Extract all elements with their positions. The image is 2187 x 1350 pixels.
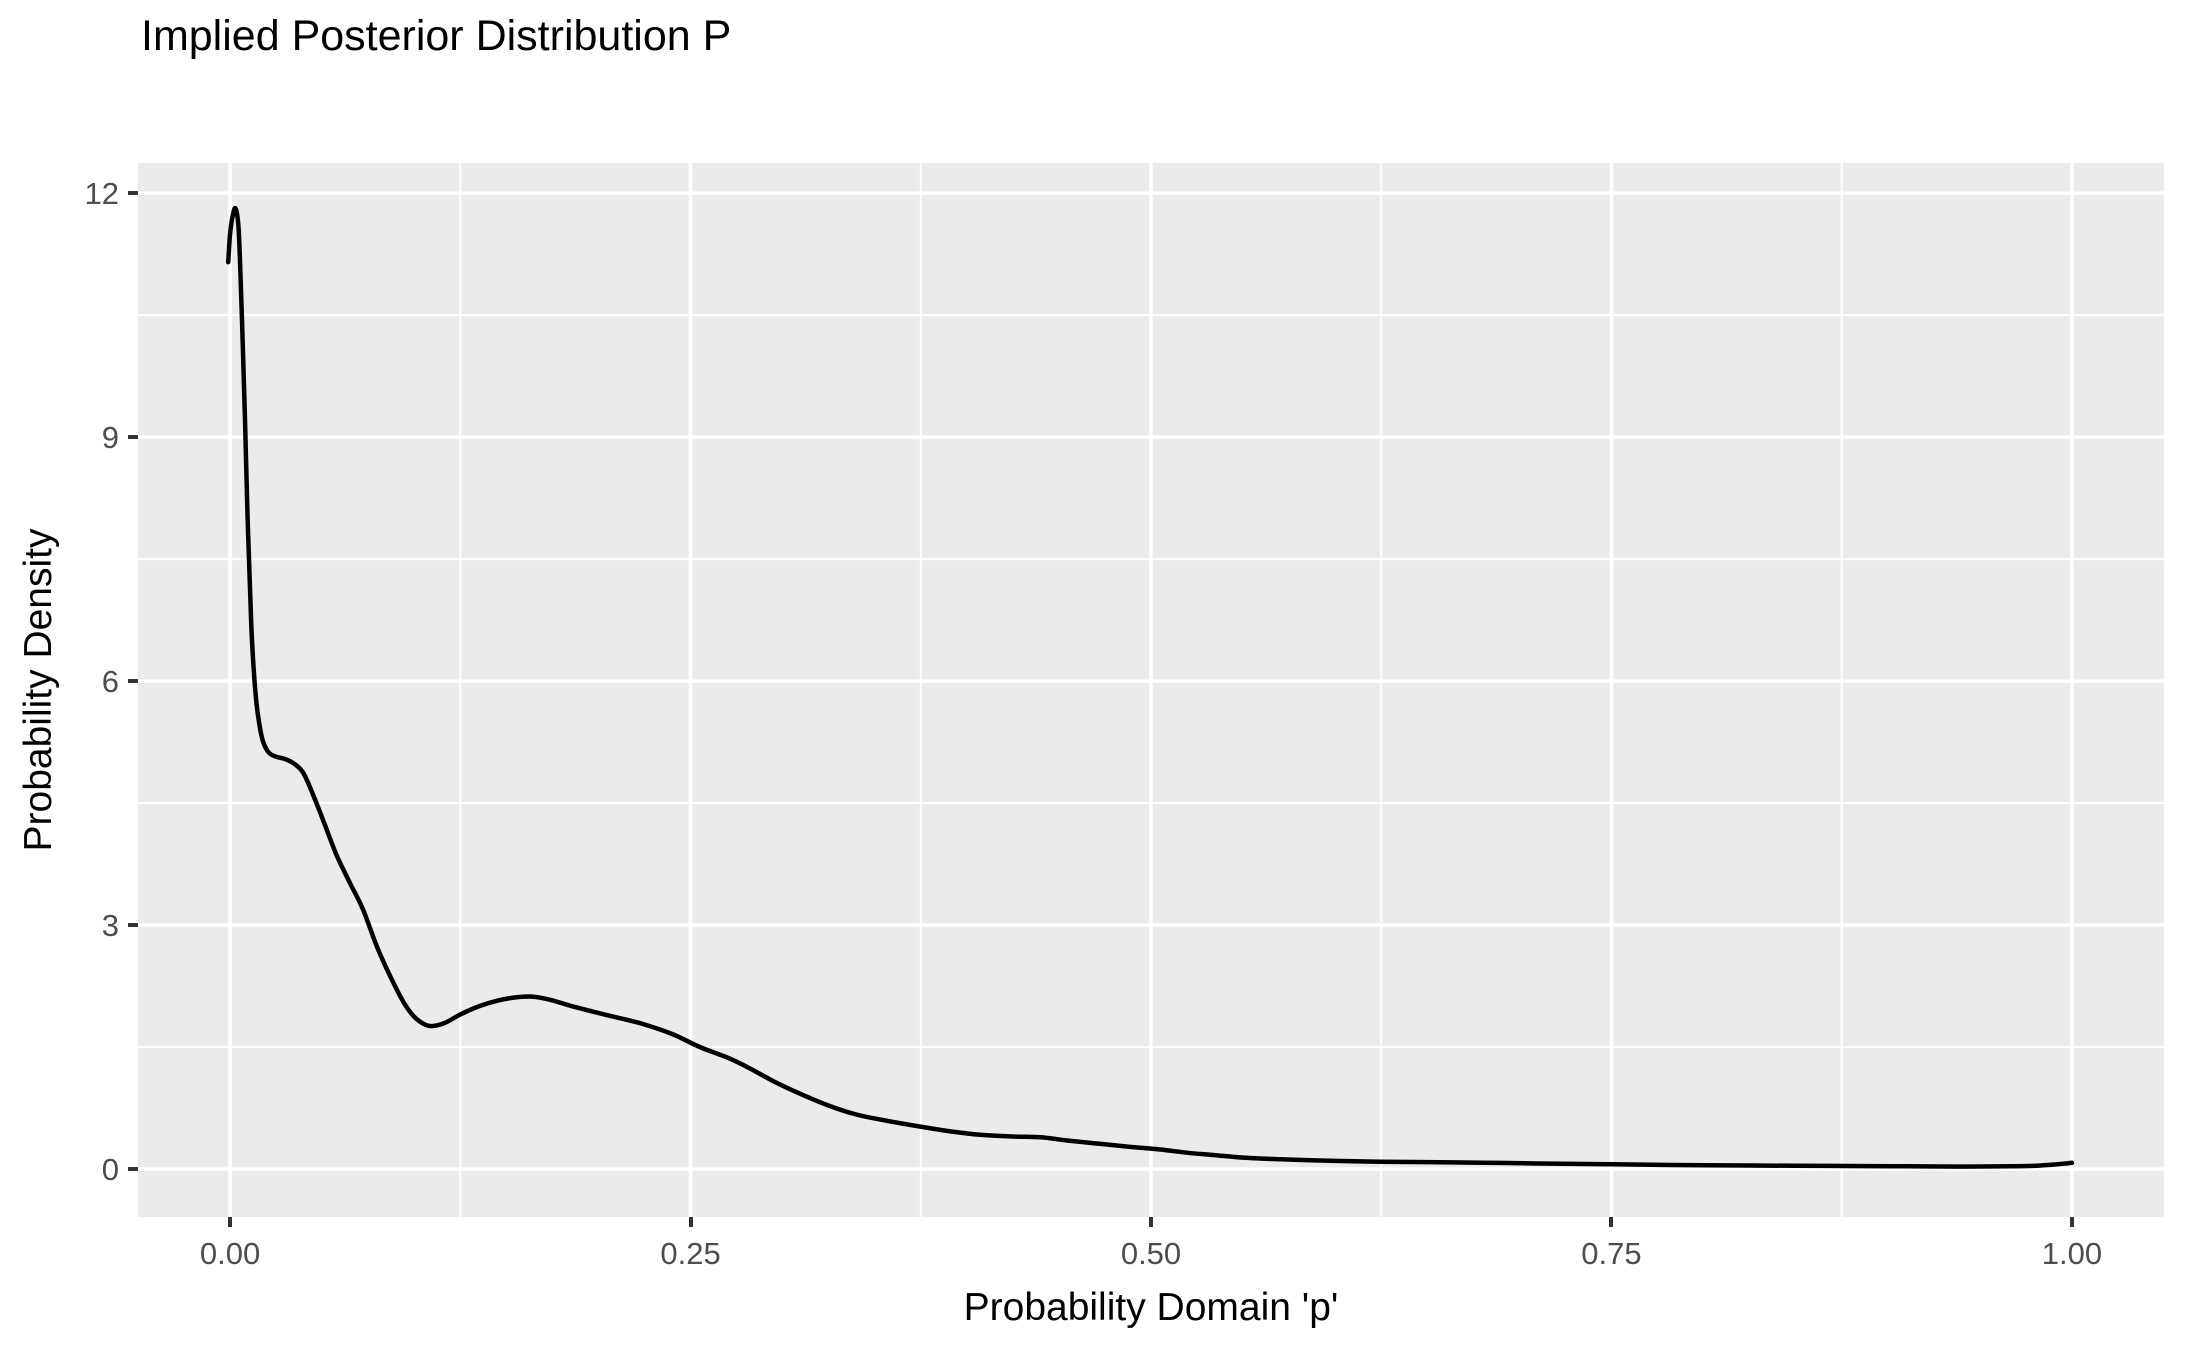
y-tick-mark — [128, 679, 138, 684]
y-tick-mark — [128, 191, 138, 196]
x-tick-label: 0.25 — [660, 1236, 721, 1271]
x-tick-mark — [1609, 1217, 1614, 1227]
x-tick-mark — [2069, 1217, 2074, 1227]
x-axis-title: Probability Domain 'p' — [963, 1286, 1339, 1329]
y-tick-label: 12 — [84, 176, 119, 212]
y-tick-mark — [128, 1167, 138, 1172]
x-tick-label: 1.00 — [2041, 1236, 2103, 1271]
y-tick-mark — [128, 923, 138, 928]
y-tick-label: 3 — [101, 908, 119, 944]
x-tick-mark — [1149, 1217, 1153, 1227]
density-curve — [225, 205, 2075, 1169]
x-tick-label: 0.75 — [1581, 1236, 1642, 1271]
x-tick-mark — [228, 1217, 233, 1227]
x-tick-label: 0.00 — [199, 1236, 261, 1271]
y-tick-mark — [128, 435, 138, 440]
y-tick-label: 0 — [101, 1152, 119, 1188]
x-tick-mark — [688, 1217, 693, 1227]
x-tick-label: 0.50 — [1120, 1236, 1182, 1271]
plot-title: Implied Posterior Distribution P — [141, 12, 732, 60]
plot-panel — [138, 163, 2164, 1217]
y-tick-label: 6 — [101, 664, 119, 700]
panel-canvas — [138, 163, 2164, 1217]
y-tick-label: 9 — [101, 420, 119, 456]
